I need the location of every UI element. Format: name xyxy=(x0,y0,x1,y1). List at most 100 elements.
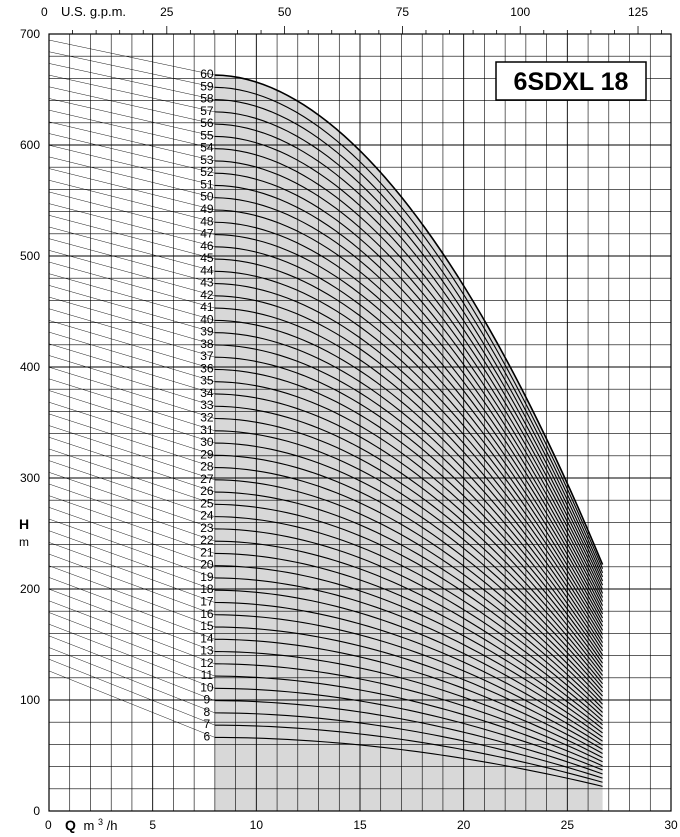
stage-label-39: 39 xyxy=(200,325,214,339)
stage-curve-48 xyxy=(214,221,604,615)
stage-leader-line xyxy=(48,203,215,248)
stage-leader-line xyxy=(48,507,215,566)
stage-leader-line xyxy=(48,402,215,456)
stage-curve-41 xyxy=(214,307,604,643)
stage-leader-line xyxy=(48,238,215,284)
y-tick-label: 600 xyxy=(20,138,40,152)
stage-curve-15 xyxy=(214,626,603,750)
stage-curve-34 xyxy=(214,393,604,672)
chart-title: 6SDXL 18 xyxy=(514,68,629,96)
x-axis-label: Q m 3 /h xyxy=(65,813,117,833)
stage-leader-line xyxy=(48,483,215,542)
stage-curve-17 xyxy=(214,601,603,742)
stage-curve-58 xyxy=(214,99,604,574)
stage-label-44: 44 xyxy=(200,263,214,277)
stage-leader-line xyxy=(48,250,215,297)
stage-leader-line xyxy=(48,168,215,211)
stage-label-50: 50 xyxy=(200,190,214,204)
y-tick-label: 700 xyxy=(20,27,40,41)
stage-curve-39 xyxy=(214,332,604,652)
stage-label-15: 15 xyxy=(200,619,214,633)
stage-curve-13 xyxy=(214,651,603,759)
stage-leader-line xyxy=(48,437,215,493)
stage-label-38: 38 xyxy=(200,337,214,351)
stage-leader-line xyxy=(48,425,215,481)
stage-curve-31 xyxy=(214,430,604,685)
stage-label-36: 36 xyxy=(200,361,214,375)
stage-label-17: 17 xyxy=(200,594,214,608)
x-tick-label: 15 xyxy=(353,818,367,832)
stage-label-30: 30 xyxy=(200,435,214,449)
stage-label-16: 16 xyxy=(200,607,214,621)
stage-leader-line xyxy=(48,74,215,113)
stage-curve-29 xyxy=(214,454,603,693)
stage-leader-line xyxy=(48,156,215,198)
stage-leader-line xyxy=(48,98,215,137)
grid-lines xyxy=(48,33,672,812)
x-axis-label-unit-sup: 3 xyxy=(98,817,103,827)
stage-leader-line xyxy=(48,448,215,505)
stage-label-59: 59 xyxy=(200,79,214,93)
stage-curve-9 xyxy=(214,700,603,775)
y-tick-label: 400 xyxy=(20,360,40,374)
stage-label-49: 49 xyxy=(200,202,214,216)
plot-border xyxy=(48,33,672,812)
stage-leader-line xyxy=(48,296,215,346)
stage-curve-49 xyxy=(214,209,604,611)
stage-label-47: 47 xyxy=(200,227,214,241)
stage-curve-19 xyxy=(214,577,603,734)
y-tick-label: 200 xyxy=(20,582,40,596)
stage-label-20: 20 xyxy=(200,558,214,572)
stage-label-8: 8 xyxy=(204,705,211,719)
stage-curve-52 xyxy=(214,172,604,598)
stage-label-60: 60 xyxy=(200,67,214,81)
stage-curve-33 xyxy=(214,405,604,676)
stage-leader-line xyxy=(48,495,215,554)
stage-curve-40 xyxy=(214,319,604,648)
stage-leader-line xyxy=(48,320,215,370)
stage-curve-18 xyxy=(214,589,603,738)
stage-curve-24 xyxy=(214,516,603,713)
stage-label-22: 22 xyxy=(200,533,214,547)
stage-leader-line xyxy=(48,460,215,517)
stage-label-12: 12 xyxy=(200,656,214,670)
stage-leader-line xyxy=(48,285,215,333)
stage-leader-line xyxy=(48,121,215,162)
stage-leader-line xyxy=(48,366,215,419)
stage-leader-line xyxy=(48,390,215,444)
stage-curve-35 xyxy=(214,381,604,668)
x-tick-label: 25 xyxy=(561,818,575,832)
stage-curve-25 xyxy=(214,503,603,709)
stage-curve-16 xyxy=(214,614,603,746)
stage-label-45: 45 xyxy=(200,251,214,265)
stage-label-58: 58 xyxy=(200,92,214,106)
x-tick-label: 10 xyxy=(250,818,264,832)
stage-label-51: 51 xyxy=(200,177,214,191)
stage-leader-line xyxy=(48,180,215,223)
stage-leader-line xyxy=(48,51,215,88)
stage-curve-53 xyxy=(214,160,604,594)
stage-label-43: 43 xyxy=(200,276,214,290)
stage-curve-56 xyxy=(214,123,604,582)
stage-curve-38 xyxy=(214,344,604,656)
stage-leader-line xyxy=(48,542,215,603)
stage-leader-line xyxy=(48,133,215,174)
stage-label-29: 29 xyxy=(200,447,214,461)
stage-leader-line xyxy=(48,577,215,640)
stage-leader-line xyxy=(48,355,215,407)
stage-leader-line xyxy=(48,331,215,382)
operating-range-shading xyxy=(214,75,603,811)
stage-label-55: 55 xyxy=(200,128,214,142)
stage-curve-50 xyxy=(214,197,604,606)
stage-curve-7 xyxy=(214,724,603,783)
stage-leader-line xyxy=(48,144,215,186)
stage-leader-line xyxy=(48,191,215,235)
stage-curve-47 xyxy=(214,233,604,619)
stage-label-52: 52 xyxy=(200,165,214,179)
x-tick-label: 30 xyxy=(664,818,678,832)
stage-leader-line xyxy=(48,659,215,726)
stage-leader-line xyxy=(48,623,215,689)
x-tick-label: 20 xyxy=(457,818,471,832)
stage-label-53: 53 xyxy=(200,153,214,167)
